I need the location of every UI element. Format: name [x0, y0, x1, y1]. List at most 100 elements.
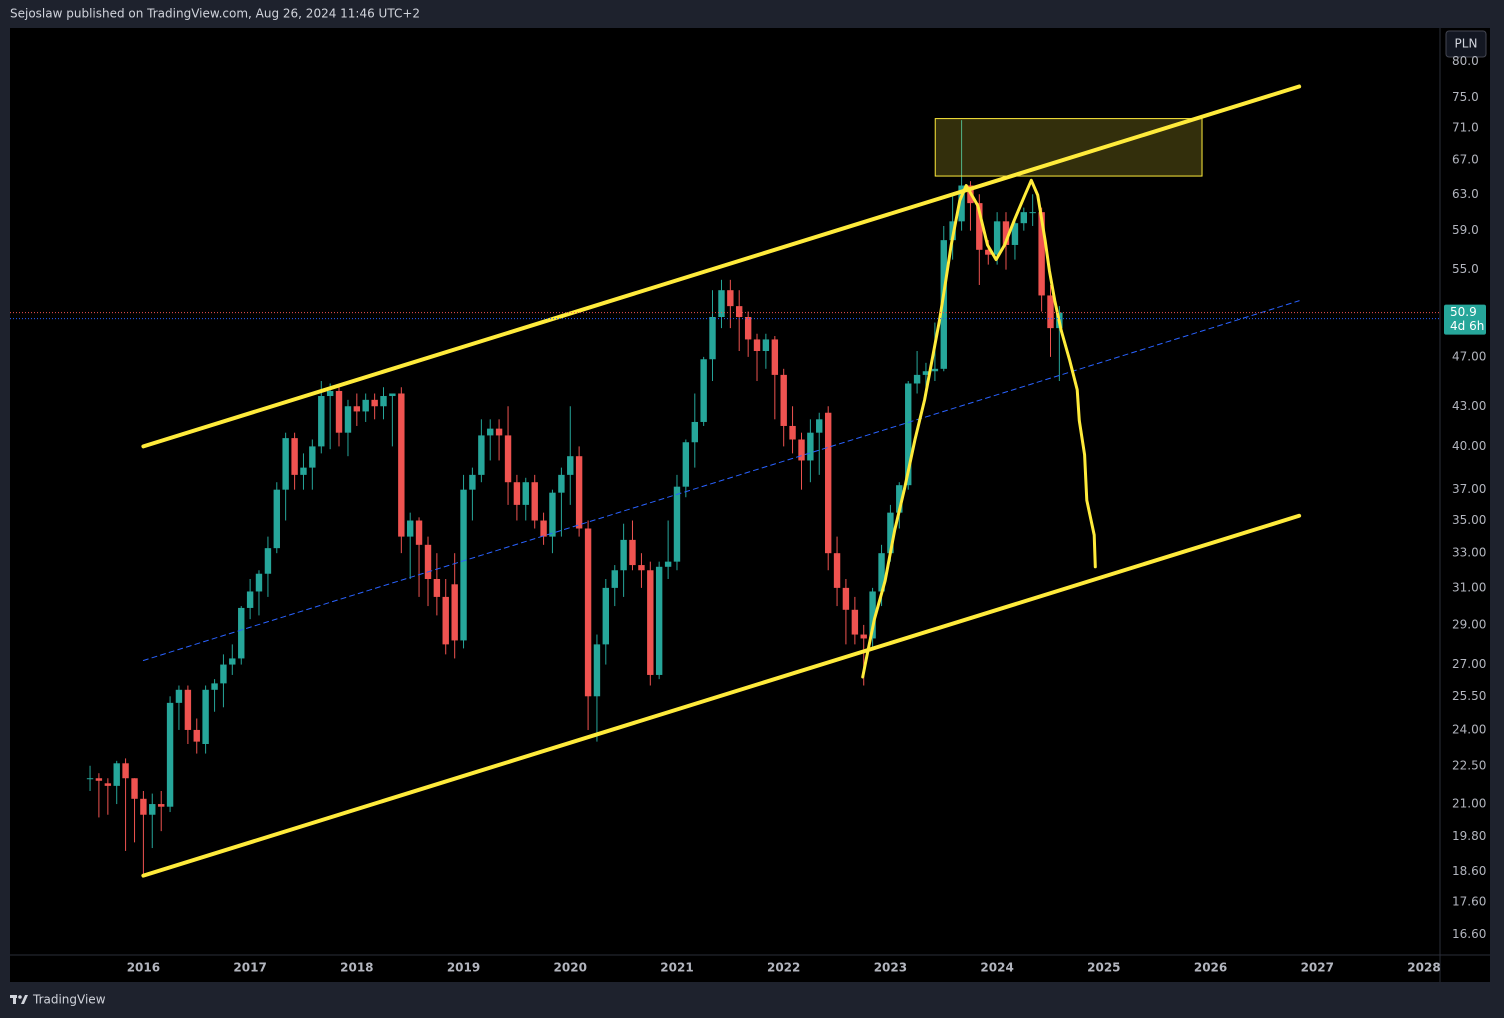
candle-body — [398, 393, 405, 537]
y-tick-label: 75.0 — [1452, 90, 1479, 104]
candle-body — [478, 435, 485, 475]
y-tick-label: 43.00 — [1452, 399, 1486, 413]
candle-body — [238, 607, 245, 659]
candle-body — [673, 486, 681, 562]
candle-body — [655, 566, 663, 675]
y-tick-label: 71.0 — [1452, 120, 1479, 134]
candle-body — [985, 249, 992, 255]
candle-body — [700, 359, 707, 422]
candle-body — [851, 609, 859, 635]
candle-body — [833, 553, 841, 588]
candle-body — [513, 482, 521, 505]
candle-body — [869, 591, 876, 639]
candle-body — [300, 467, 307, 475]
y-tick-label: 22.50 — [1452, 758, 1486, 772]
y-tick-label: 29.00 — [1452, 617, 1486, 631]
candle-body — [202, 689, 209, 744]
candle-body — [522, 482, 529, 505]
candle-body — [798, 439, 805, 461]
y-tick-label: 40.00 — [1452, 439, 1486, 453]
candle-body — [1002, 221, 1010, 245]
candle-body — [584, 528, 592, 697]
x-tick-label: 2022 — [767, 961, 800, 975]
candle-body — [353, 406, 361, 412]
candle-body — [593, 644, 601, 697]
candle-body — [611, 570, 618, 588]
y-tick-label: 35.00 — [1452, 513, 1486, 527]
y-tick-label: 37.00 — [1452, 482, 1486, 496]
candle-body — [860, 634, 867, 639]
candle-body — [753, 339, 761, 352]
candle-body — [887, 512, 894, 554]
x-tick-label: 2021 — [660, 961, 693, 975]
y-tick-label: 63.0 — [1452, 187, 1479, 201]
candle-body — [1038, 212, 1045, 296]
candle-body — [122, 763, 129, 779]
logo-part — [21, 995, 28, 1004]
candle-body — [824, 412, 832, 554]
candle-body — [451, 584, 458, 641]
y-tick-label: 33.00 — [1452, 546, 1486, 560]
candle-body — [638, 565, 645, 571]
candle-body — [771, 339, 779, 375]
candle-body — [229, 658, 236, 665]
x-tick-label: 2019 — [447, 961, 480, 975]
x-tick-label: 2028 — [1407, 961, 1440, 975]
chart-pane — [10, 28, 1490, 982]
header: Sejoslaw published on TradingView.com, A… — [10, 7, 420, 21]
candle-body — [780, 374, 787, 426]
candle-body — [415, 520, 423, 545]
channel-line — [141, 84, 1302, 449]
projection-curve — [861, 178, 1097, 679]
candle-body — [442, 596, 449, 645]
currency[interactable]: PLN — [1455, 37, 1478, 51]
candle-body — [184, 689, 192, 730]
candle-body — [264, 548, 272, 574]
x-tick-label: 2026 — [1194, 961, 1227, 975]
candle-body — [602, 587, 609, 645]
candle-body — [193, 729, 200, 742]
candle-body — [789, 425, 796, 440]
y-tick-label: 21.00 — [1452, 797, 1486, 811]
logo-part — [18, 995, 22, 999]
candle-body — [647, 570, 654, 675]
candle-body — [976, 203, 983, 250]
candle-body — [816, 419, 823, 433]
candle-body — [762, 339, 770, 352]
candle-body — [1020, 212, 1028, 224]
y-tick-label: 17.60 — [1452, 895, 1486, 909]
candle-body — [549, 492, 556, 537]
candle-body — [905, 383, 912, 486]
candle-body — [326, 390, 334, 397]
candle-body — [718, 290, 725, 318]
candle-body — [175, 689, 183, 703]
candle-body — [727, 290, 734, 307]
y-tick-label: 27.00 — [1452, 657, 1486, 671]
footer: TradingView — [32, 993, 106, 1007]
candle-body — [744, 317, 752, 340]
candle-body — [273, 489, 280, 549]
candle-body — [487, 428, 494, 436]
candle-body — [1047, 295, 1054, 329]
currency-button[interactable] — [1445, 30, 1487, 58]
candle-body — [1011, 223, 1019, 245]
countdown-label: 4d 6h — [1450, 319, 1484, 333]
candle-body — [531, 482, 538, 521]
y-tick-label: 31.00 — [1452, 580, 1486, 594]
candle-body — [246, 591, 254, 608]
candle-body — [709, 317, 716, 360]
x-tick-label: 2018 — [340, 961, 373, 975]
candle-body — [318, 396, 325, 447]
y-tick-label: 25.50 — [1452, 689, 1486, 703]
y-tick-label: 18.60 — [1452, 864, 1486, 878]
candle-body — [166, 702, 174, 807]
candle-body — [291, 438, 298, 475]
candle-body — [371, 399, 378, 407]
candle-body — [113, 763, 120, 786]
candle-body — [309, 446, 316, 468]
candle-body — [104, 783, 112, 786]
candle-body — [495, 428, 503, 436]
candle-body — [993, 221, 1001, 255]
y-tick-label: 80.0 — [1452, 54, 1479, 68]
candle-body — [558, 474, 565, 493]
